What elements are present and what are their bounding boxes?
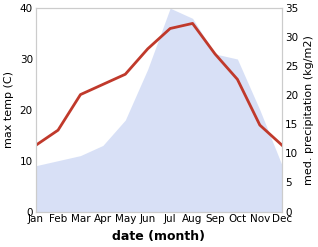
- Y-axis label: max temp (C): max temp (C): [4, 71, 14, 148]
- X-axis label: date (month): date (month): [113, 230, 205, 243]
- Y-axis label: med. precipitation (kg/m2): med. precipitation (kg/m2): [304, 35, 314, 185]
